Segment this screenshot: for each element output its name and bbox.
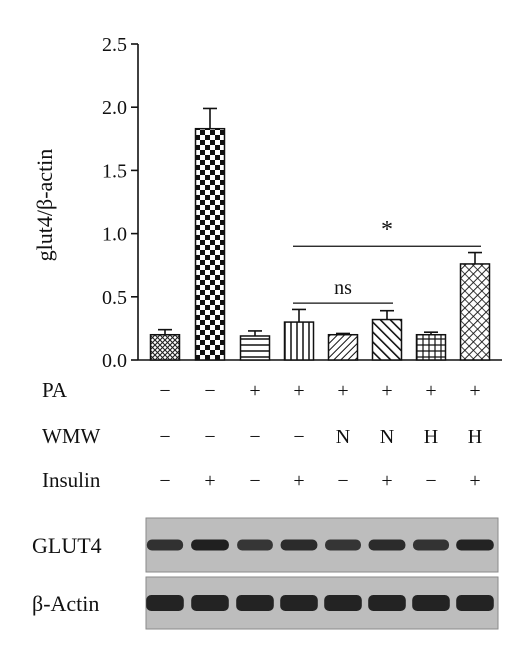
condition-cell: − — [204, 380, 215, 402]
blot-band — [146, 539, 184, 551]
blot-band — [237, 539, 273, 551]
condition-cell: N — [336, 426, 350, 448]
condition-cell: + — [381, 380, 392, 402]
condition-cell: − — [425, 470, 436, 492]
condition-row-label: PA — [42, 378, 68, 402]
condition-table: PA − − + + + + + + WMW − − − − N N H H Insulin − + − + − + − + — [42, 378, 482, 492]
condition-cell: N — [380, 426, 394, 448]
y-ticks: 0.0 0.5 1.0 1.5 2.0 2.5 — [102, 34, 138, 372]
bar — [459, 263, 491, 361]
bar — [239, 335, 271, 361]
y-axis-title: glut4/β-actin — [32, 149, 57, 262]
condition-cell: − — [159, 426, 170, 448]
blot-band — [368, 539, 406, 551]
condition-cell: + — [425, 380, 436, 402]
bar — [149, 333, 181, 361]
condition-cell: − — [249, 470, 260, 492]
condition-cell: − — [249, 426, 260, 448]
condition-cell: + — [204, 470, 215, 492]
condition-cell: + — [249, 380, 260, 402]
y-tick-label: 1.5 — [102, 160, 127, 182]
western-blots: GLUT4 β-Actin — [32, 517, 499, 630]
condition-cell: − — [337, 470, 348, 492]
condition-cell: + — [469, 470, 480, 492]
condition-row-label: WMW — [42, 424, 100, 448]
significance-annotations: ns * — [293, 217, 481, 304]
y-tick-label: 1.0 — [102, 224, 127, 246]
condition-cell: + — [381, 470, 392, 492]
y-tick-label: 2.0 — [102, 97, 127, 119]
condition-cell: − — [204, 426, 215, 448]
condition-cell: H — [424, 426, 438, 448]
blot-band — [280, 595, 318, 611]
blot-band — [412, 539, 450, 551]
bar — [415, 333, 447, 361]
blot-band — [191, 539, 229, 551]
bars — [149, 107, 491, 361]
condition-cell: H — [468, 426, 482, 448]
y-tick-label: 0.0 — [102, 350, 127, 372]
condition-cell: + — [469, 380, 480, 402]
condition-row-label: Insulin — [42, 468, 101, 492]
significance-label: * — [381, 217, 393, 243]
y-axis — [137, 44, 502, 361]
bar — [194, 127, 226, 361]
bar — [371, 318, 403, 361]
y-tick-label: 0.5 — [102, 287, 127, 309]
blot-band — [191, 595, 229, 611]
condition-cell: + — [337, 380, 348, 402]
condition-cell: − — [293, 426, 304, 448]
blot-band — [325, 539, 361, 551]
blot-band — [456, 595, 494, 611]
bar — [283, 321, 315, 361]
blot-band — [146, 595, 184, 611]
condition-cell: + — [293, 380, 304, 402]
blot-band — [412, 595, 450, 611]
bar — [327, 333, 359, 361]
blot-band — [324, 595, 362, 611]
blot-band — [280, 539, 318, 551]
y-tick-label: 2.5 — [102, 34, 127, 56]
significance-label: ns — [334, 277, 352, 299]
blot-band — [368, 595, 406, 611]
condition-cell: − — [159, 380, 170, 402]
blot-band — [236, 595, 274, 611]
blot-label: GLUT4 — [32, 533, 102, 558]
blot-label: β-Actin — [32, 591, 99, 616]
blot-band — [456, 539, 494, 551]
condition-cell: − — [159, 470, 170, 492]
condition-cell: + — [293, 470, 304, 492]
